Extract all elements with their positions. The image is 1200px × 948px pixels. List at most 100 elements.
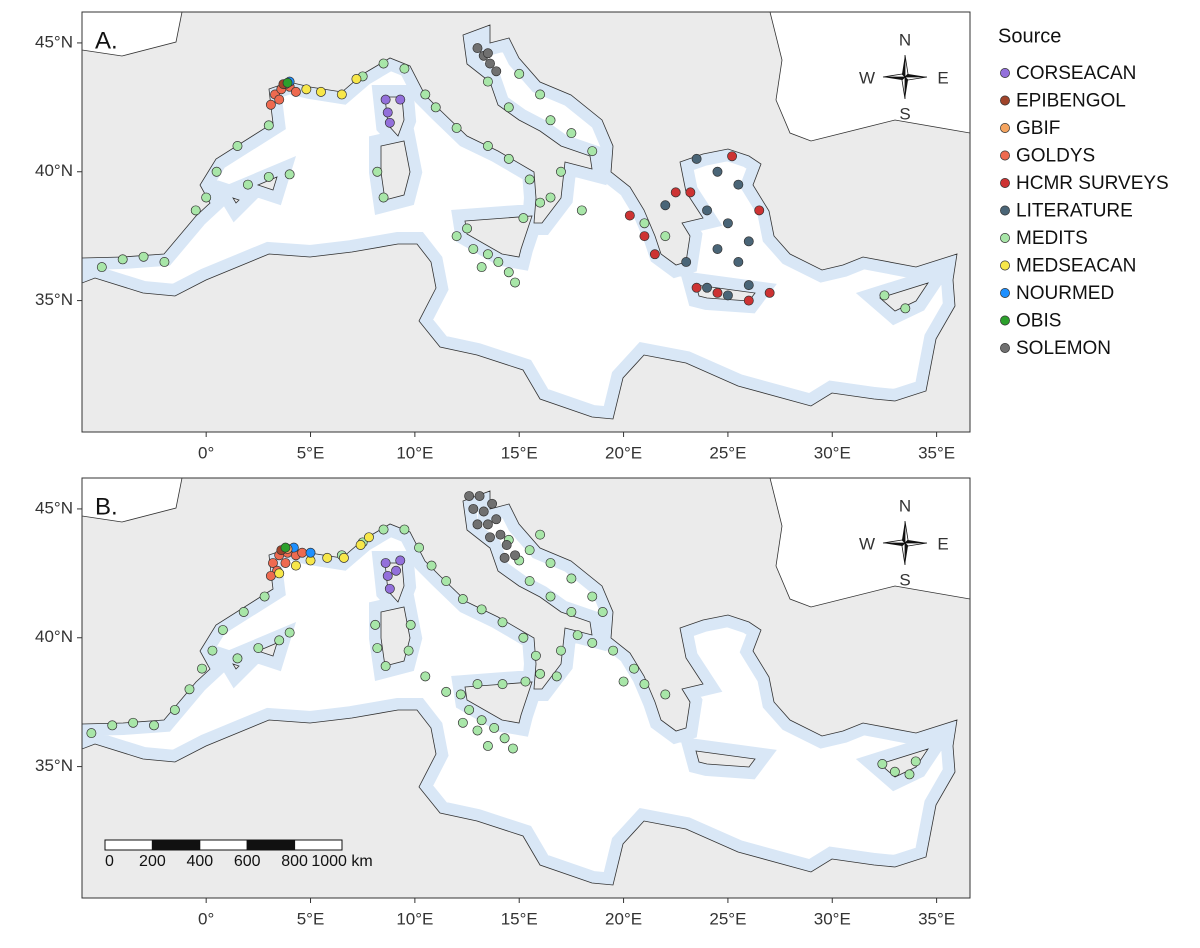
occurrence-point: [370, 619, 381, 630]
occurrence-point: [482, 141, 493, 151]
occurrence-point: [211, 166, 222, 177]
occurrence-point: [464, 704, 475, 715]
occurrence-point: [503, 153, 514, 164]
occurrence-point: [524, 545, 535, 556]
occurrence-point: [482, 519, 493, 530]
occurrence-point: [472, 43, 483, 54]
occurrence-point: [879, 290, 890, 301]
occurrence-point: [733, 256, 744, 267]
occurrence-point: [566, 573, 577, 584]
occurrence-point: [420, 89, 431, 100]
compass-w: W: [859, 534, 875, 553]
occurrence-point: [476, 262, 487, 273]
scale-label: 600: [234, 853, 261, 870]
occurrence-point: [268, 558, 278, 568]
occurrence-point: [384, 583, 395, 594]
occurrence-point: [451, 231, 462, 242]
occurrence-point: [378, 58, 389, 69]
occurrence-point: [900, 303, 911, 314]
occurrence-point: [462, 223, 472, 234]
occurrence-point: [482, 741, 493, 751]
occurrence-point: [372, 643, 383, 654]
x-tick-label: 10°E: [396, 909, 433, 928]
legend-swatch: [1000, 233, 1010, 243]
occurrence-point: [482, 249, 493, 260]
occurrence-point: [457, 594, 468, 605]
occurrence-point: [184, 684, 195, 695]
occurrence-point: [587, 591, 598, 602]
occurrence-point: [138, 251, 149, 262]
occurrence-point: [380, 94, 391, 105]
occurrence-point: [355, 540, 366, 550]
occurrence-point: [733, 179, 744, 190]
occurrence-point: [274, 635, 285, 646]
occurrence-point: [441, 576, 452, 587]
y-tick-label: 45°N: [35, 498, 73, 517]
occurrence-point: [572, 630, 583, 641]
occurrence-point: [681, 256, 692, 267]
x-tick-label: 30°E: [814, 443, 851, 462]
occurrence-point: [420, 671, 431, 682]
occurrence-point: [253, 643, 264, 654]
compass-n: N: [899, 30, 911, 49]
occurrence-point: [372, 166, 383, 177]
occurrence-point: [551, 671, 562, 682]
occurrence-point: [242, 179, 253, 190]
occurrence-point: [702, 205, 712, 216]
scale-segment: [104, 839, 153, 851]
legend-swatch: [1000, 178, 1010, 188]
occurrence-point: [685, 187, 696, 198]
legend-swatch: [1000, 260, 1010, 271]
occurrence-point: [476, 604, 487, 615]
x-tick-label: 35°E: [918, 909, 955, 928]
occurrence-point: [660, 689, 671, 700]
occurrence-point: [624, 210, 635, 221]
occurrence-point: [472, 679, 483, 690]
scale-segment: [151, 839, 201, 851]
panel-layer: 0° 5°E 10°E 15°E 20°E 25°E 30°E 35°E 35°N 40°N 45°…: [35, 491, 955, 928]
compass-rose-light: [882, 520, 928, 566]
occurrence-point: [338, 552, 349, 563]
occurrence-point: [520, 676, 531, 687]
occurrence-point: [280, 558, 291, 568]
panel-b: [82, 478, 970, 898]
occurrence-point: [743, 280, 754, 291]
panel-layer: 0° 5°E 10°E 15°E 20°E 25°E 30°E 35°E 35°N 40°N 45°…: [35, 27, 955, 462]
occurrence-point: [380, 661, 391, 672]
occurrence-point: [478, 506, 489, 517]
occurrence-point: [587, 146, 598, 157]
occurrence-point: [660, 200, 671, 211]
occurrence-point: [259, 591, 270, 602]
occurrence-point: [159, 256, 170, 267]
compass-s: S: [899, 104, 910, 123]
legend-label: EPIBENGOL: [1016, 91, 1126, 112]
occurrence-point: [618, 676, 629, 687]
occurrence-point: [263, 120, 274, 131]
occurrence-point: [556, 645, 566, 656]
occurrence-point: [712, 244, 723, 255]
occurrence-point: [297, 547, 308, 558]
occurrence-point: [904, 769, 915, 780]
occurrence-point: [691, 153, 702, 164]
scale-label: 0: [105, 853, 114, 870]
compass-s: S: [899, 570, 910, 589]
x-tick-label: 15°E: [501, 909, 538, 928]
x-tick-label: 20°E: [605, 909, 642, 928]
occurrence-point: [510, 550, 520, 561]
occurrence-point: [743, 236, 754, 247]
occurrence-point: [457, 717, 468, 728]
occurrence-point: [485, 58, 495, 69]
x-tick-label: 5°E: [297, 443, 325, 462]
occurrence-point: [274, 568, 285, 579]
occurrence-point: [149, 720, 159, 731]
occurrence-point: [201, 192, 212, 203]
occurrence-point: [535, 89, 546, 100]
legend-swatch: [1000, 315, 1010, 326]
occurrence-point: [107, 720, 118, 731]
occurrence-point: [282, 77, 293, 88]
occurrence-point: [670, 187, 681, 198]
occurrence-point: [629, 663, 639, 674]
occurrence-point: [499, 733, 510, 744]
x-tick-label: 5°E: [297, 909, 325, 928]
legend-swatch: [1000, 68, 1010, 78]
